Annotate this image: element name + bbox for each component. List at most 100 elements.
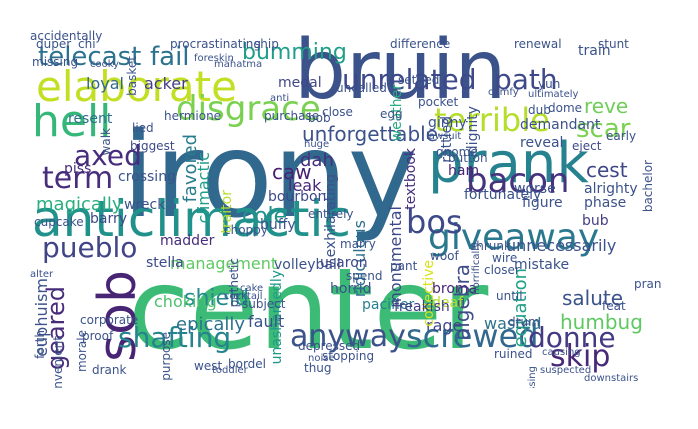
word: horrid <box>330 281 372 297</box>
word: reve <box>584 94 629 118</box>
word: bos <box>406 203 463 241</box>
word: cooky <box>90 59 120 70</box>
word: bacon <box>466 161 570 201</box>
word: collective <box>421 260 437 327</box>
word: broma <box>432 281 478 297</box>
word: disgrace <box>176 89 321 129</box>
word: cupcake <box>34 215 84 229</box>
word: ultimately <box>528 89 579 100</box>
word: purpose <box>159 332 173 381</box>
word: marry <box>340 237 376 251</box>
word: usaron <box>320 255 368 271</box>
word: barry <box>90 211 128 227</box>
word: uncalled <box>336 81 387 95</box>
word: entirely <box>308 207 354 221</box>
word: alrighty <box>584 181 638 197</box>
word: wasted <box>484 314 542 333</box>
word: pacifier <box>362 297 415 313</box>
word: axed <box>74 139 142 172</box>
word: monumental <box>386 206 405 308</box>
word: eject <box>572 139 602 153</box>
word: proof <box>82 329 114 343</box>
word: anti <box>270 93 290 104</box>
word: dah <box>300 150 334 171</box>
word: phase <box>584 195 627 211</box>
word: resent <box>68 111 113 127</box>
word: equation <box>510 268 531 348</box>
word: walk <box>99 128 113 156</box>
word: term <box>42 161 114 196</box>
word: scar <box>576 114 631 144</box>
word: close <box>322 105 353 119</box>
word: anyway <box>290 319 406 354</box>
word: pranked <box>634 277 662 291</box>
word: mahatma <box>214 59 263 70</box>
word: horrifically <box>471 242 482 295</box>
word: cole <box>242 204 288 229</box>
word: purchase <box>264 109 320 123</box>
word: fail <box>150 42 190 72</box>
word: irony <box>122 106 418 244</box>
word: shield <box>184 286 250 311</box>
word: freakish <box>394 299 450 315</box>
word: drank <box>92 363 127 377</box>
word: donne <box>528 321 616 354</box>
word: unnecessarily <box>506 236 617 255</box>
word: wire <box>492 251 518 265</box>
word: noise <box>308 353 335 364</box>
word: center <box>128 245 489 375</box>
word: skip <box>550 339 611 374</box>
word: terrible <box>434 101 550 139</box>
word: comfy <box>488 87 519 98</box>
word: toddler <box>212 365 248 376</box>
word: ginny <box>428 115 467 131</box>
word: corporate <box>80 313 139 327</box>
word: worse <box>514 181 556 197</box>
word: wreck <box>124 197 166 213</box>
word: settled <box>398 73 440 87</box>
word: pocket <box>418 95 459 109</box>
word: caw <box>272 160 312 184</box>
word: epically <box>176 314 246 335</box>
word: spend <box>346 269 383 283</box>
word: humbug <box>560 310 643 334</box>
word: bourbon <box>268 189 327 205</box>
word: fortunately <box>464 187 542 203</box>
word: screwed <box>406 317 539 355</box>
word: choking <box>154 292 217 311</box>
word: stopping <box>322 349 375 363</box>
word: prank <box>428 131 589 196</box>
word: accidentally <box>30 30 103 43</box>
word: deaf <box>432 295 464 311</box>
word: pueblo <box>42 231 138 264</box>
word: biggest <box>130 139 175 153</box>
word: lawsuit <box>426 131 462 142</box>
word: reveal <box>520 135 564 151</box>
word: train <box>578 43 611 59</box>
word: giveaway <box>428 217 600 258</box>
word: ship <box>254 37 279 51</box>
word: bruin <box>294 30 507 118</box>
word: management <box>170 254 278 273</box>
word: climactic <box>194 152 213 224</box>
word: dub <box>528 103 551 117</box>
word: choppy <box>224 223 268 237</box>
word: path <box>494 63 558 96</box>
word: egg <box>380 107 403 121</box>
word: cake <box>240 283 264 294</box>
word: unforgettable <box>302 122 438 146</box>
word: pant <box>390 259 418 273</box>
word: alter <box>30 269 54 280</box>
word: anticlimactic <box>32 190 351 248</box>
word: shrunk <box>470 239 511 253</box>
word: cest <box>586 158 628 182</box>
word: early <box>606 129 637 143</box>
word: ruined <box>494 347 533 361</box>
word: mistake <box>514 257 570 273</box>
word: drum <box>508 315 540 329</box>
word: yun <box>538 77 561 91</box>
word: madder <box>160 233 215 249</box>
word: subject <box>242 297 286 311</box>
word: volleyball <box>274 257 341 273</box>
word: depressing <box>527 366 538 388</box>
